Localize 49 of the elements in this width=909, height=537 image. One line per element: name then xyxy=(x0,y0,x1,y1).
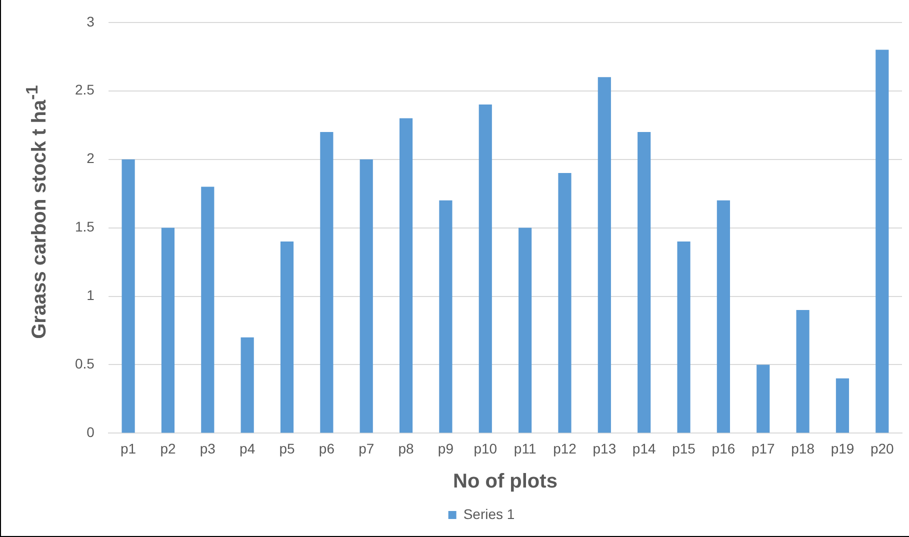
x-tick-label: p14 xyxy=(632,440,656,456)
x-tick-label: p6 xyxy=(318,440,335,456)
y-tick-label: 2 xyxy=(86,150,95,166)
bar xyxy=(201,186,214,433)
x-tick-label: p8 xyxy=(398,440,414,456)
bar xyxy=(756,364,770,433)
bar xyxy=(876,50,889,433)
x-tick-label: p17 xyxy=(751,440,776,456)
legend-label: Series 1 xyxy=(463,506,515,522)
x-tick-label: p15 xyxy=(672,440,696,456)
y-tick-label: 2.5 xyxy=(74,82,95,98)
y-tick-label: 0.5 xyxy=(74,356,95,372)
x-tick-label: p19 xyxy=(830,440,854,456)
y-tick-label: 1 xyxy=(86,287,95,304)
y-tick-label: 1.5 xyxy=(74,218,95,235)
x-tick-label: p7 xyxy=(358,440,374,456)
x-tick-label: p12 xyxy=(553,440,577,456)
bar xyxy=(796,310,810,433)
bar xyxy=(439,200,452,433)
x-tick-label: p9 xyxy=(438,440,454,456)
bar xyxy=(360,159,373,433)
bar xyxy=(836,378,850,433)
x-tick-label: p11 xyxy=(514,440,536,456)
y-tick-label: 0 xyxy=(86,424,95,440)
x-tick-label: p2 xyxy=(160,440,176,456)
bar xyxy=(716,200,730,433)
bar xyxy=(240,337,254,433)
bar xyxy=(280,241,294,433)
x-tick-label: p10 xyxy=(474,440,498,456)
x-tick-label: p18 xyxy=(791,440,815,456)
x-tick-label: p5 xyxy=(279,440,296,456)
bar xyxy=(558,173,572,433)
bar xyxy=(638,132,651,433)
bar xyxy=(161,228,175,433)
x-tick-label: p4 xyxy=(240,440,256,456)
bar xyxy=(478,104,492,433)
x-tick-label: p16 xyxy=(712,440,736,456)
bar xyxy=(399,118,413,433)
bar xyxy=(518,228,532,433)
y-tick-label: 3 xyxy=(86,13,95,30)
x-tick-label: p13 xyxy=(592,440,616,456)
bar xyxy=(677,241,690,433)
bar xyxy=(598,77,611,433)
bar xyxy=(320,132,334,433)
x-tick-label: p3 xyxy=(200,440,216,456)
bar xyxy=(122,159,135,433)
x-tick-label: p1 xyxy=(120,440,136,456)
x-axis-title: No of plots xyxy=(453,470,558,493)
x-tick-label: p20 xyxy=(870,440,894,456)
